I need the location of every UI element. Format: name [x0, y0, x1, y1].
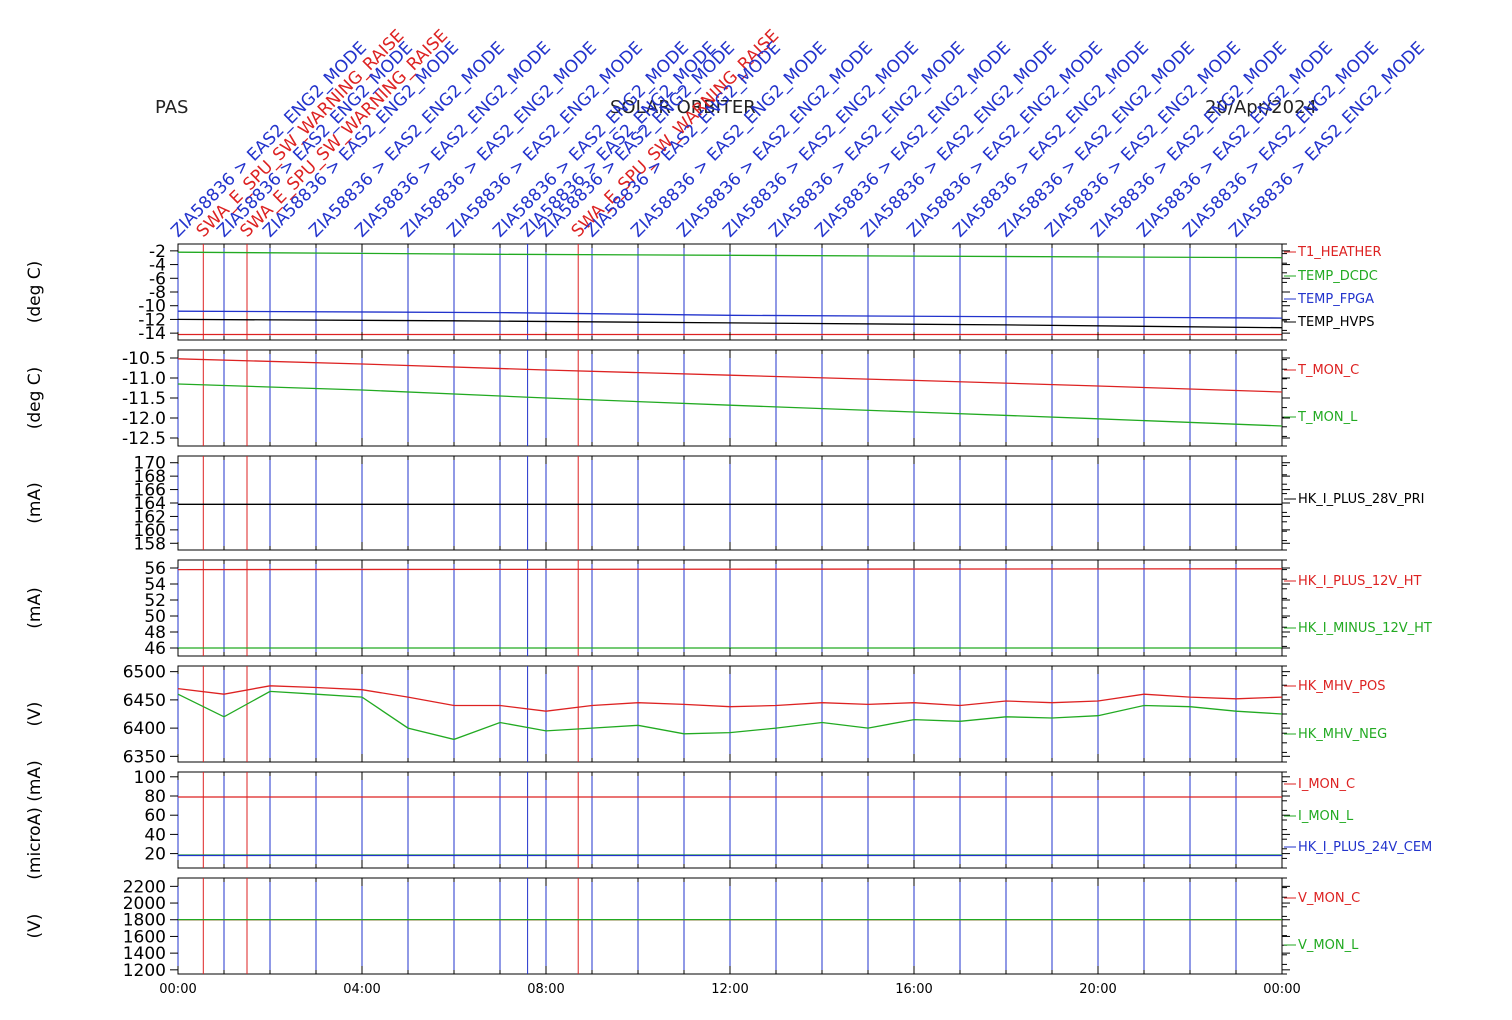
series-line-temp_fpga [177, 310, 1283, 319]
series-line-t_mon_l [177, 383, 1283, 427]
y-tick-label: -8 [149, 283, 166, 303]
y-tick-label: 160 [134, 521, 166, 541]
y-tick-label: 100 [134, 768, 166, 788]
y-tick-label: 40 [144, 825, 166, 845]
series-name: T_MON_C [1297, 363, 1359, 378]
y-tick-label: 50 [144, 607, 166, 627]
series-name: HK_MHV_NEG [1298, 727, 1387, 742]
panel-2: -10.5-11.0-11.5-12.0-12.5 (deg C) T_MON_C T… [25, 349, 1359, 449]
y-tick-label: 166 [134, 481, 166, 501]
y-tick-label: 2200 [123, 877, 166, 897]
y-tick-label: -2 [149, 242, 166, 262]
x-tick-label: 20:00 [1079, 982, 1116, 997]
y-tick-label: 80 [144, 787, 166, 807]
series-name: V_MON_L [1298, 938, 1359, 953]
y-tick-label: 6400 [123, 719, 166, 739]
x-tick-label: 04:00 [343, 982, 380, 997]
y-axis-label: (V) [25, 914, 45, 939]
mission-label: SOLAR ORBITER [610, 97, 756, 118]
y-tick-label: 1400 [123, 944, 166, 964]
series-line-hk_i_plus_12v_ht [177, 568, 1283, 571]
series-line-temp_dcdc [177, 251, 1283, 259]
y-tick-label: 6450 [123, 691, 166, 711]
y-axis-label: (deg C) [25, 367, 45, 430]
series-line-hk_mhv_pos [177, 685, 1283, 712]
y-tick-label: 1600 [123, 927, 166, 947]
series-line-temp_hvps [177, 318, 1283, 329]
y-tick-label: 1200 [123, 961, 166, 981]
series-name: HK_MHV_POS [1298, 679, 1386, 694]
y-tick-label: 164 [134, 494, 166, 514]
x-tick-label: 08:00 [527, 982, 564, 997]
y-axis-label: (microA) (mA) [25, 760, 45, 879]
series-name: TEMP_FPGA [1297, 292, 1374, 307]
series-name: T_MON_L [1297, 410, 1358, 425]
y-tick-label: 1800 [123, 911, 166, 931]
y-tick-label: 56 [144, 559, 166, 579]
y-axis-label: (mA) [25, 587, 45, 628]
panel-1: -2-4-6-8-10-12-14 (deg C) T1_HEATHER TEMP_D… [25, 242, 1382, 344]
x-tick-label: 12:00 [711, 982, 748, 997]
y-tick-label: -10.5 [122, 349, 166, 369]
y-tick-label: 6500 [123, 663, 166, 683]
y-tick-label: 168 [134, 467, 166, 487]
y-axis-label: (V) [25, 702, 45, 727]
y-tick-label: 52 [144, 591, 166, 611]
series-name: HK_I_PLUS_24V_CEM [1298, 840, 1432, 855]
y-axis-label: (deg C) [25, 261, 45, 324]
y-tick-label: 48 [144, 623, 166, 643]
y-tick-label: -12.0 [122, 409, 166, 429]
y-tick-label: 20 [144, 845, 166, 865]
series-name: V_MON_C [1298, 891, 1360, 906]
y-tick-label: 2000 [123, 894, 166, 914]
series-name: HK_I_MINUS_12V_HT [1298, 621, 1432, 636]
y-tick-label: 170 [134, 454, 166, 474]
instrument-label: PAS [155, 97, 189, 118]
x-tick-label: 00:00 [159, 982, 196, 997]
x-tick-label: 00:00 [1263, 982, 1300, 997]
series-line-hk_mhv_neg [177, 690, 1283, 741]
y-axis-label: (mA) [25, 482, 45, 523]
y-tick-label: 162 [134, 507, 166, 527]
panel-5: 6500 6450 6400 6350 (V) HK_MHV_POS HK_MHV_NEG [25, 663, 1387, 768]
y-tick-label: -14 [138, 324, 166, 344]
series-name: TEMP_DCDC [1297, 269, 1378, 284]
series-name: T1_HEATHER [1297, 245, 1382, 260]
x-tick-label: 16:00 [895, 982, 932, 997]
y-tick-label: 158 [134, 534, 166, 554]
y-tick-label: -12 [138, 310, 166, 330]
series-line-t_mon_c [177, 358, 1283, 393]
y-tick-label: 60 [144, 806, 166, 826]
date-label: 20/Apr/2024 [1205, 97, 1317, 118]
series-name: I_MON_C [1298, 777, 1355, 792]
y-tick-label: 6350 [123, 747, 166, 767]
y-tick-label: 46 [144, 639, 166, 659]
y-tick-label: -10 [138, 297, 166, 317]
y-tick-label: -4 [149, 256, 166, 276]
series-name: HK_I_PLUS_28V_PRI [1298, 492, 1424, 507]
y-tick-label: 54 [144, 575, 166, 595]
y-tick-label: -6 [149, 269, 166, 289]
series-name: TEMP_HVPS [1297, 315, 1374, 330]
y-tick-label: -11.5 [122, 389, 166, 409]
y-tick-label: -11.0 [122, 369, 166, 389]
series-name: I_MON_L [1298, 809, 1354, 824]
y-tick-label: -12.5 [122, 429, 166, 449]
series-name: HK_I_PLUS_12V_HT [1298, 574, 1422, 589]
